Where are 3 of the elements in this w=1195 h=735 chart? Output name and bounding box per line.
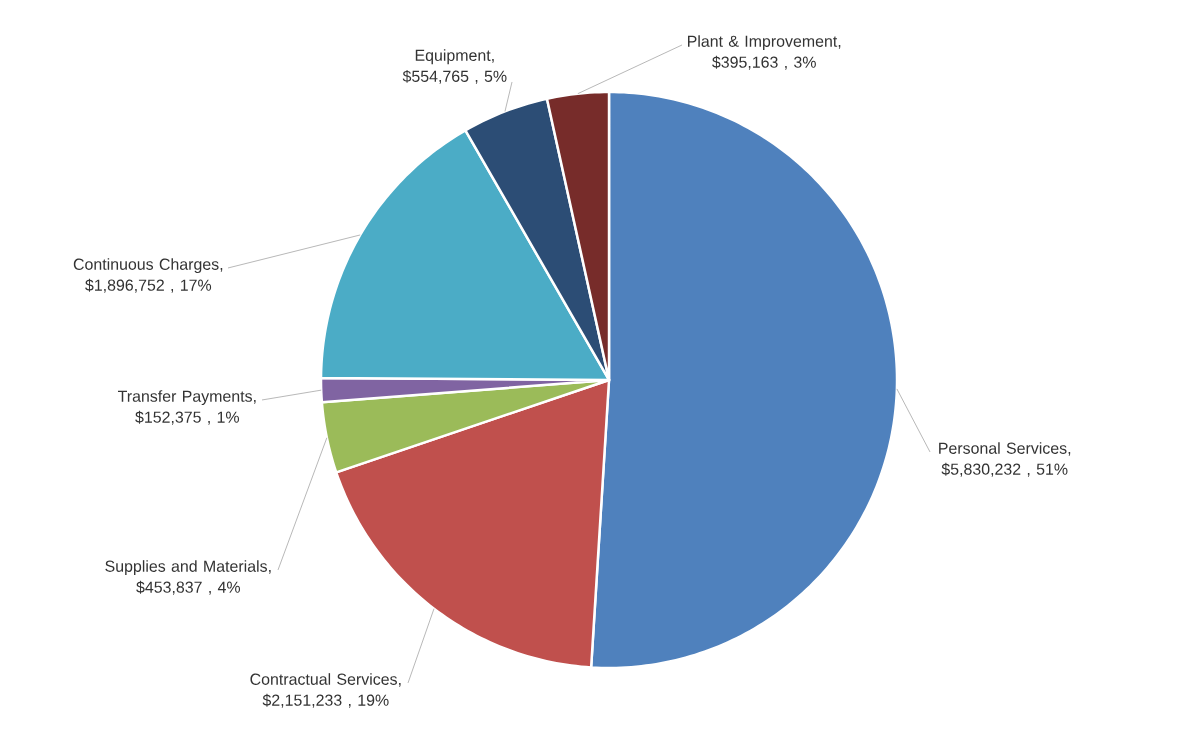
slice-label: Personal Services <box>939 442 1067 454</box>
slice-label: Contractual Services <box>250 673 397 685</box>
slice-label: Supplies and Materials <box>105 560 267 576</box>
